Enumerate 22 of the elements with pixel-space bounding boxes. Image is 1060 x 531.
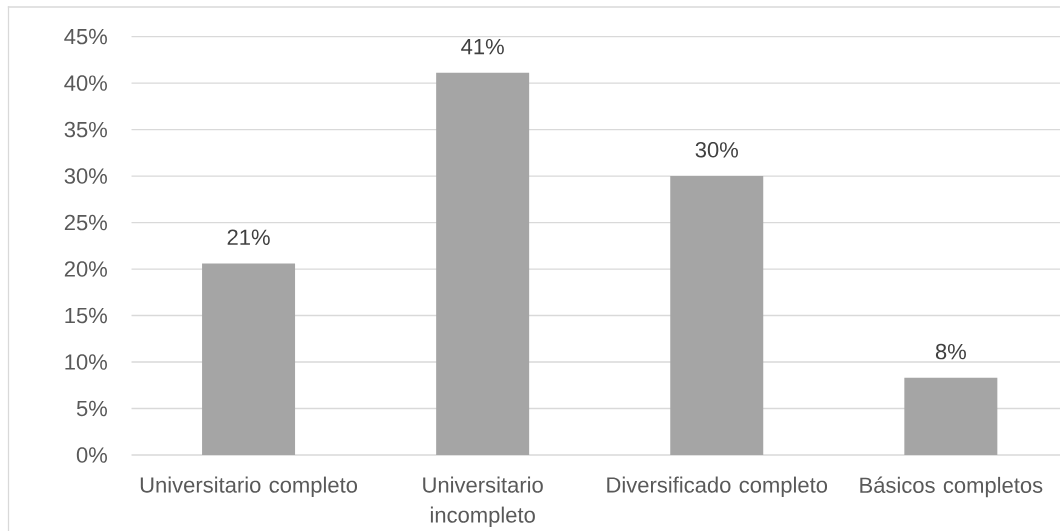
bar <box>436 72 530 455</box>
bar <box>202 263 296 455</box>
bar <box>670 176 764 455</box>
y-tick-label: 15% <box>65 307 107 324</box>
y-tick-label: 25% <box>64 214 107 231</box>
data-label: 8% <box>935 343 966 360</box>
y-tick-label: 5% <box>76 400 107 417</box>
x-tick-label: Universitario incompleto <box>423 476 543 528</box>
y-tick-label: 40% <box>64 75 107 91</box>
bar <box>904 377 998 455</box>
y-tick-label: 0% <box>76 447 107 463</box>
x-tick-label: Diversificado completo <box>607 476 828 498</box>
x-tick-label: Universitario completo <box>140 476 358 498</box>
y-tick-label: 20% <box>64 261 107 277</box>
y-tick-label: 10% <box>65 354 107 370</box>
y-tick-label: 35% <box>64 121 107 138</box>
y-tick-label: 30% <box>64 168 107 184</box>
y-tick-label: 45% <box>64 28 107 45</box>
data-label: 30% <box>695 142 738 158</box>
data-label: 21% <box>227 229 270 245</box>
x-tick-label: Básicos completos <box>860 476 1043 498</box>
data-label: 41% <box>461 38 504 55</box>
